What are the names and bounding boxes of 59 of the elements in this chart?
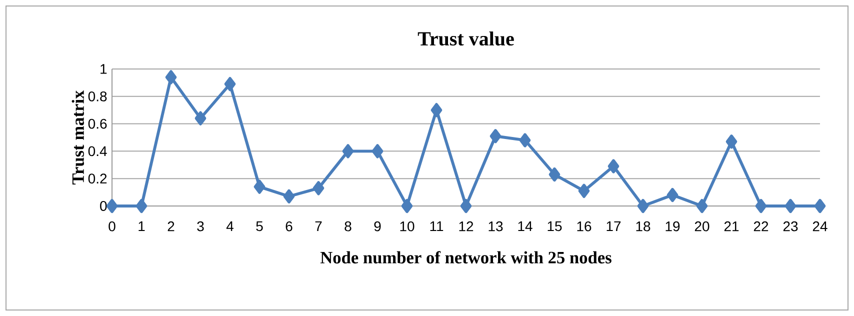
x-tick-label: 4 (226, 221, 234, 231)
point (430, 103, 442, 118)
point (194, 111, 206, 126)
point (696, 198, 708, 214)
x-tick-label: 14 (518, 221, 532, 231)
chart-title: Trust value (418, 32, 514, 46)
point (401, 198, 413, 214)
point (755, 198, 767, 214)
x-tick-label: 9 (374, 221, 381, 232)
x-tick-label: 2 (168, 221, 174, 232)
point (548, 167, 560, 182)
x-tick-label: 15 (548, 221, 562, 232)
point (608, 159, 620, 174)
y-tick-label: 0.4 (88, 146, 107, 156)
y-tick-label: 0.8 (88, 91, 107, 102)
x-tick-label: 24 (812, 221, 828, 232)
x-tick-label: 20 (694, 221, 710, 232)
x-tick-label: 21 (724, 221, 739, 232)
point (666, 188, 678, 202)
point (165, 70, 177, 84)
point (224, 76, 236, 92)
point (490, 129, 502, 144)
point (814, 198, 826, 214)
x-tick-label: 0 (108, 221, 116, 232)
point (519, 133, 531, 148)
point (726, 134, 738, 149)
point (372, 144, 384, 158)
x-tick-label: 16 (577, 221, 592, 232)
x-tick-label: 18 (636, 221, 650, 232)
y-tick-label: 0.2 (88, 174, 107, 184)
point (254, 180, 266, 194)
point (460, 198, 472, 214)
x-tick-label: 1 (138, 221, 145, 231)
y-axis-title: Trust matrix (72, 90, 84, 184)
x-tick-label: 5 (256, 221, 263, 232)
x-tick-label: 3 (197, 221, 204, 232)
y-tick-label: 1 (100, 64, 107, 74)
point (283, 189, 295, 204)
x-tick-label: 22 (754, 221, 768, 232)
y-tick-label: 0 (100, 201, 107, 211)
point (312, 181, 324, 196)
x-tick-label: 8 (344, 221, 352, 232)
x-tick-label: 7 (315, 221, 322, 231)
y-tick-label: 0.6 (88, 118, 107, 129)
x-tick-label: 10 (400, 221, 414, 232)
point (342, 144, 354, 158)
point (784, 198, 796, 214)
x-tick-label: 23 (783, 221, 798, 232)
x-tick-label: 6 (286, 221, 292, 232)
point (106, 198, 118, 214)
x-tick-label: 17 (606, 221, 621, 231)
x-tick-label: 12 (459, 221, 474, 232)
x-axis-title: Node number of network with 25 nodes (320, 251, 612, 264)
point (637, 198, 649, 214)
x-tick-label: 11 (430, 221, 444, 231)
x-tick-label: 19 (666, 221, 680, 232)
x-tick-label: 13 (488, 221, 503, 232)
point (578, 184, 590, 198)
point (136, 198, 148, 214)
